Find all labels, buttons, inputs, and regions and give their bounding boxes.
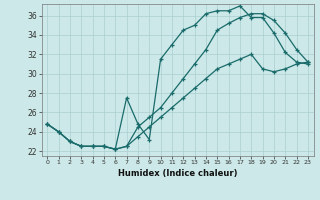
X-axis label: Humidex (Indice chaleur): Humidex (Indice chaleur) — [118, 169, 237, 178]
